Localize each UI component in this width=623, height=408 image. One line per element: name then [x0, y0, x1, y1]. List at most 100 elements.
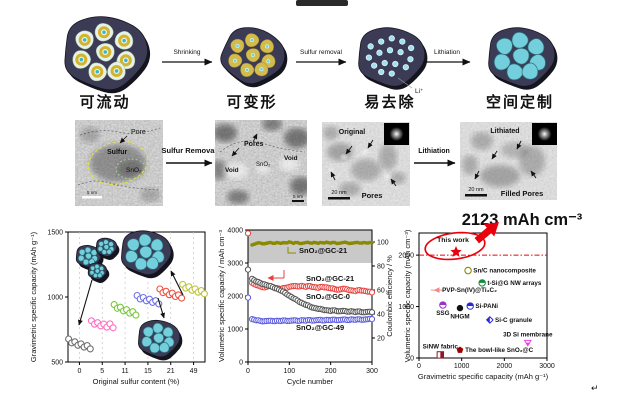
pore-arrow-icon	[491, 150, 498, 160]
y-tick-label: 1000	[227, 327, 243, 334]
lithiated-cell	[98, 241, 104, 247]
data-point-half	[526, 342, 530, 346]
diffraction-spot-icon	[389, 127, 404, 141]
data-point	[456, 304, 464, 312]
core-dot	[259, 67, 264, 72]
tem-patch	[501, 142, 529, 158]
lithiated-cell	[125, 250, 138, 263]
pore-arrow-icon	[345, 145, 353, 155]
x-tick-label: 21	[167, 368, 175, 375]
lithiated-cell	[78, 248, 86, 256]
step-label-flowable: 可流动	[79, 93, 130, 111]
pore-arrow-icon	[367, 139, 374, 149]
series-label: SnO₂@GC-0	[306, 292, 350, 301]
tem-patch	[262, 120, 282, 131]
void-region	[279, 157, 299, 171]
void-left-label: Void	[225, 167, 239, 174]
scalebar-label: 20 nm	[468, 187, 484, 193]
data-point-half	[439, 301, 447, 306]
series-label: SnO₂@GC-21	[299, 246, 347, 255]
li-ion-pointer-line	[397, 77, 413, 89]
lithiated-cell	[97, 246, 104, 252]
arrow-label-shrinking: Shrinking	[173, 49, 200, 56]
lithiated-cell	[493, 53, 511, 71]
point-label: Sn/C nanocomposite	[473, 268, 536, 275]
cropped-artifact	[296, 0, 348, 6]
x-tick-label: 0	[246, 368, 250, 375]
x-tick-label: 11	[121, 368, 128, 375]
y-tick-label: 1500	[47, 230, 63, 237]
chart2-xlabel: Cycle number	[287, 377, 334, 386]
lithiated-cell	[94, 268, 100, 274]
sulfur-dot	[407, 44, 415, 52]
lithiated-cell	[98, 265, 105, 271]
pore-spot	[362, 149, 368, 155]
pore-spot	[385, 174, 391, 180]
point-label: NHGM	[450, 313, 469, 320]
lithiated-cell	[84, 252, 92, 260]
lithiated-cell	[496, 37, 513, 55]
pore-spot	[328, 168, 334, 172]
tem-patch	[339, 182, 361, 196]
chart1-ylabel: Gravimetric specific capacity (mAh g⁻¹)	[29, 231, 38, 362]
scalebar	[82, 196, 102, 199]
tem-patch	[284, 128, 307, 148]
tem-panel-voids: Pores Void Void SnO₂ 5 nm	[215, 120, 307, 206]
chart3-ylabel: Volumetric specific capacity (mAh cm⁻³)	[403, 229, 412, 362]
chart2-ylabel-left: Volumetric specific capacity / mAh cm⁻³	[217, 230, 226, 362]
tem-patch	[80, 127, 100, 143]
step-label-deformable: 可变形	[226, 93, 277, 111]
sulfur-label: Sulfur	[107, 149, 127, 156]
lithiated-cell	[506, 63, 524, 81]
lithiated-cell	[97, 272, 103, 278]
tem-patch	[351, 159, 381, 181]
lithiated-cell	[527, 38, 545, 55]
core-dot	[114, 69, 119, 73]
capacity-point	[244, 266, 252, 273]
sulfur-dot	[376, 49, 383, 56]
schematic-row: Shrinking Sulfur removal Lithiation Li⁺ …	[64, 16, 558, 111]
y-tick-label: 0	[239, 360, 243, 367]
data-point	[464, 266, 472, 275]
pores-pointer-icon	[231, 147, 240, 157]
x-tick-label: 2000	[497, 363, 513, 370]
sulfur-dot	[392, 60, 399, 68]
core-dot	[79, 57, 84, 62]
y-tick-label: 4000	[227, 228, 243, 235]
filled-pores-label: Filled Pores	[501, 189, 544, 198]
scalebar	[328, 197, 350, 200]
void-right-label: Void	[284, 155, 298, 162]
lithiated-cell	[84, 246, 92, 254]
tem-panel-original-composite: Pore Sulfur SnO₂ 5 nm	[75, 120, 163, 206]
data-point	[200, 290, 208, 298]
tem-panel-lithiated: Lithiated Filled Pores 20 nm	[460, 122, 557, 200]
inset-arrow-icon	[170, 270, 184, 296]
ring-icon	[119, 54, 132, 67]
step-label-space-customized: 空间定制	[486, 93, 554, 111]
sulfur-dot	[399, 38, 406, 45]
pores-pointer2-icon	[252, 133, 258, 143]
pore-spot	[341, 154, 347, 160]
ring-icon	[118, 34, 131, 47]
chart-cycling: 0 100 200 3000100020003000400020406080100Sn…	[227, 228, 388, 376]
ring-icon	[75, 53, 88, 66]
scalebar-label: 20 nm	[331, 190, 347, 196]
y-tick-label: 0	[410, 356, 414, 363]
lithiated-cell	[162, 326, 174, 338]
data-point-half	[486, 316, 490, 324]
y-tick-right-label: 100	[377, 240, 389, 247]
lithiated-cell	[149, 342, 161, 354]
lithiated-cell	[511, 31, 529, 49]
ring-icon	[99, 45, 112, 59]
point-label: SiNW fabric	[423, 344, 459, 351]
point-label: The bowl-like SnO₂@C	[465, 347, 534, 354]
lithiated-cell	[78, 254, 85, 262]
lithiated-cell	[152, 322, 164, 334]
x-tick-label: 0	[417, 363, 421, 370]
chart1-xlabel: Original sulfur content (%)	[93, 377, 180, 386]
inset-arrow-icon	[77, 279, 93, 326]
inset-arrow-icon	[157, 297, 165, 319]
lithiated-cell	[94, 263, 100, 270]
lithiated-cell	[103, 244, 110, 250]
pore-arrow-icon	[474, 170, 480, 180]
